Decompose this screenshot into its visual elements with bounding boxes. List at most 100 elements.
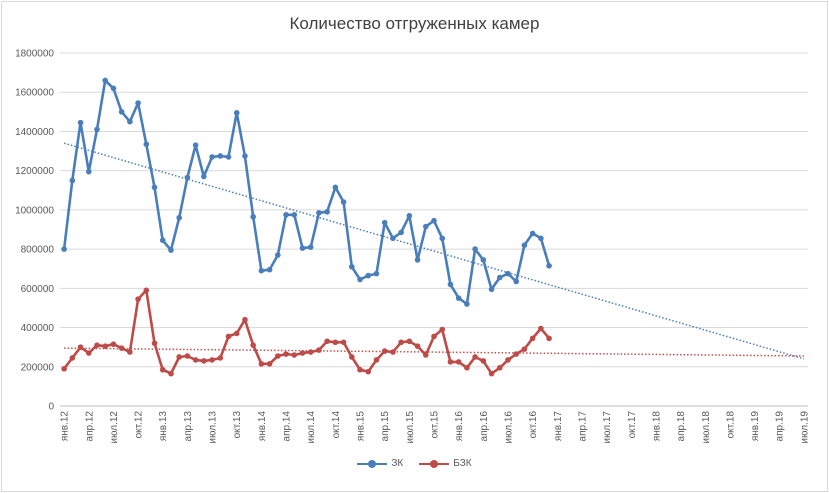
data-point [316,210,322,216]
data-point [110,341,117,348]
data-point [127,349,133,355]
data-point [513,351,519,357]
data-point [85,350,92,356]
data-point [464,301,470,307]
data-point [250,342,256,349]
data-point [406,338,413,345]
x-tick-label: апр.17 [577,411,588,442]
data-point [258,361,265,367]
y-tick-label: 1400000 [15,127,54,138]
data-point [316,347,322,353]
data-point [275,353,281,359]
x-tick-label: янв.17 [553,411,564,442]
data-point [414,343,421,349]
data-point [192,142,199,148]
data-point [291,211,298,218]
y-tick-label: 800000 [21,245,55,256]
data-point [184,353,191,359]
data-point [496,364,503,371]
data-point [447,281,454,288]
data-point [472,354,478,360]
data-point [250,213,256,220]
y-tick-label: 1000000 [15,205,54,216]
data-point [439,235,446,242]
data-point [299,350,306,356]
x-tick-label: апр.12 [84,411,95,442]
data-point [69,355,76,361]
data-point [332,184,339,191]
x-tick-label: янв.14 [257,411,268,442]
data-point [143,287,150,294]
x-tick-label: окт.16 [528,411,539,439]
data-point [332,339,339,346]
data-point [168,370,174,377]
data-point [538,325,544,332]
data-point [266,361,273,367]
data-point [217,355,224,361]
data-point [505,270,511,277]
data-point [168,247,174,253]
data-point [373,270,380,277]
data-point [324,338,330,345]
x-tick-label: янв.18 [651,411,662,442]
data-point [201,358,207,364]
data-point [94,342,100,349]
data-point [390,235,396,242]
legend-label: БЗК [453,458,472,469]
data-point [209,357,215,363]
data-point [217,153,224,159]
data-point [307,244,314,250]
data-point [340,339,347,346]
x-tick-label: июл.16 [503,411,514,444]
data-point [176,214,182,221]
data-point [102,343,109,349]
x-tick-label: янв.16 [454,411,465,442]
x-tick-label: июл.14 [306,411,317,444]
data-point [176,354,182,360]
data-point [381,219,388,226]
data-point [431,333,437,340]
data-point [439,326,446,333]
data-point [480,358,487,364]
x-tick-label: апр.19 [775,411,786,442]
x-tick-label: апр.13 [183,411,194,442]
x-tick-label: окт.17 [627,411,638,439]
data-point [127,118,133,125]
data-point [422,352,429,358]
x-tick-label: апр.18 [676,411,687,442]
chart-legend: ЗК БЗК [0,458,829,471]
x-tick-label: янв.15 [356,411,367,442]
data-point [357,366,363,373]
data-point [143,141,150,147]
data-point [184,174,191,181]
data-point [299,245,306,251]
data-point [77,344,84,350]
x-tick-label: янв.13 [158,411,169,442]
data-point [307,349,314,355]
data-point [291,352,298,358]
legend-item: БЗК [419,458,472,469]
data-point [85,168,92,175]
data-point [242,153,248,159]
data-point [529,230,536,237]
y-tick-label: 0 [48,402,54,413]
data-point [151,184,158,191]
x-tick-label: окт.12 [134,411,145,439]
chart-title: Количество отгруженных камер [289,14,540,33]
data-point [390,349,396,355]
x-tick-label: июл.12 [109,411,120,444]
data-point [110,85,117,92]
data-point [233,330,240,337]
data-point [151,340,158,347]
x-tick-label: янв.19 [750,411,761,442]
data-point [538,235,544,242]
data-point [225,333,232,340]
data-point [464,364,470,371]
data-point [365,272,372,279]
data-point [135,100,141,106]
x-tick-label: апр.14 [282,411,293,442]
x-tick-label: окт.13 [232,411,243,439]
data-point [266,266,273,273]
data-point [209,154,215,160]
data-point [118,109,125,115]
